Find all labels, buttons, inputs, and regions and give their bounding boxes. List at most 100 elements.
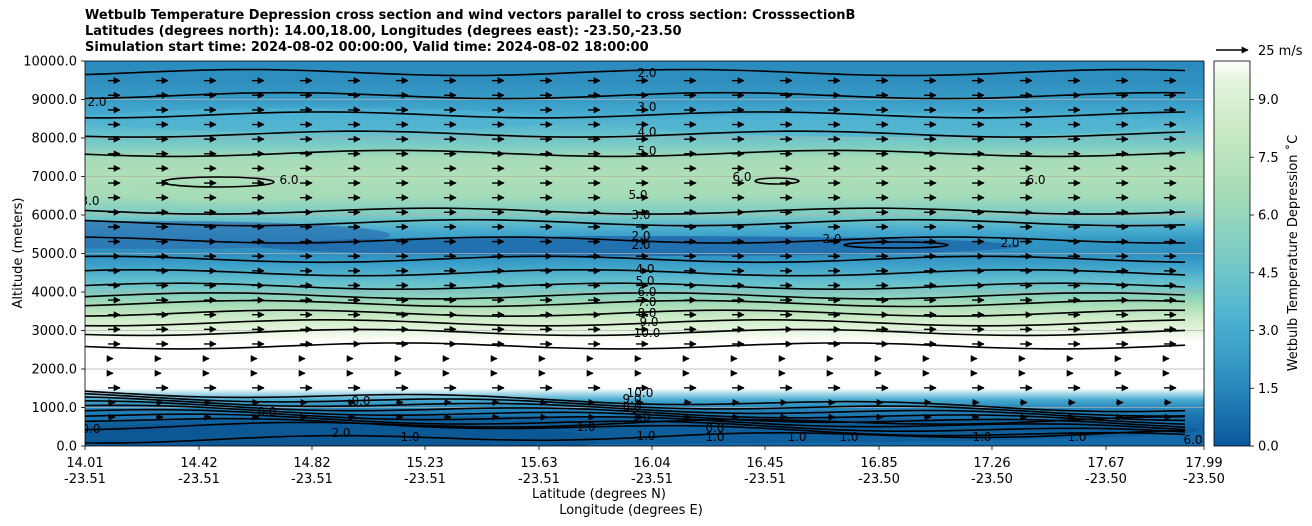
contour-line: [85, 396, 1186, 422]
contour-label: 1.0: [576, 420, 595, 434]
contour-label: 1.0: [636, 429, 655, 443]
contour-label: 2.0: [822, 232, 841, 246]
contour-label: 5.0: [637, 144, 656, 158]
contour-line: [85, 269, 1186, 277]
contour-line: [85, 91, 1186, 100]
contour-line: [85, 207, 1186, 215]
y-tick-label: 7000.0: [32, 170, 78, 185]
x-tick-label-lon: -23.51: [744, 472, 786, 487]
contour-line: [85, 309, 1186, 318]
y-tick-label: 1000.0: [32, 401, 78, 416]
contour-label: 1.0: [972, 430, 991, 444]
x-tick-label-lon: -23.51: [518, 472, 560, 487]
contour-line: [85, 429, 1186, 444]
contour-label: 6.0: [1026, 173, 1045, 187]
colorbar-tick-label: 9.0: [1258, 93, 1279, 108]
x-axis-label-lat: Latitude (degrees N): [532, 487, 666, 502]
colorbar-tick-label: 1.5: [1258, 382, 1279, 397]
chart-title-line-1: Wetbulb Temperature Depression cross sec…: [85, 8, 856, 23]
x-tick-label-lat: 15.63: [520, 456, 557, 471]
x-tick-label-lat: 15.23: [406, 456, 443, 471]
contour-label: 6.0: [279, 173, 298, 187]
y-tick-label: 3000.0: [32, 324, 78, 339]
contour-line: [85, 342, 1186, 350]
contour-line: [85, 130, 1186, 138]
contour-label: 3.0: [80, 194, 99, 208]
x-tick-label-lon: -23.50: [1183, 472, 1225, 487]
contour-label: 0.0: [705, 421, 724, 435]
colorbar-tick-label: 4.5: [1258, 266, 1279, 281]
y-tick-label: 2000.0: [32, 363, 78, 378]
contour-line: [85, 292, 1186, 300]
field-patch: [110, 182, 350, 202]
colorbar-label: Wetbulb Temperature Depression ˚C: [1285, 135, 1301, 372]
contour-line: [85, 236, 1186, 244]
contour-label: 1.0: [705, 430, 724, 444]
colorbar-tick-label: 6.0: [1258, 209, 1279, 224]
contour-label: 9.0: [622, 392, 641, 406]
y-tick-label: 0.0: [56, 440, 77, 455]
contour-line: [85, 111, 1186, 119]
contour-label: 1.0: [1067, 430, 1086, 444]
contour-label: 10.0: [627, 386, 654, 400]
contour-closed: [843, 241, 949, 249]
contour-label: 1.0: [787, 430, 806, 444]
contour-label: 2.0: [631, 238, 650, 252]
y-tick-label: 6000.0: [32, 209, 78, 224]
y-axis-label: Altitude (meters): [11, 198, 26, 309]
contour-label: 2.0: [631, 229, 650, 243]
chart-title-line-2: Latitudes (degrees north): 14.00,18.00, …: [85, 24, 682, 39]
contour-line: [85, 299, 1186, 308]
contour-label: 8.0: [637, 306, 656, 320]
contour-line: [85, 218, 1186, 227]
contour-line: [85, 149, 1186, 158]
y-tick-label: 9000.0: [32, 93, 78, 108]
contour-line: [85, 328, 1186, 337]
contour-label: 2.0: [87, 95, 106, 109]
contour-label: 1.0: [400, 430, 419, 444]
x-tick-label-lon: -23.51: [404, 472, 446, 487]
colorbar-tick-label: 7.5: [1258, 151, 1279, 166]
contour-label: 10.0: [634, 326, 661, 340]
x-axis: 14.01-23.5114.42-23.5114.82-23.5115.23-2…: [64, 446, 1225, 487]
contour-line: [85, 392, 1186, 417]
contour-line: [85, 282, 1186, 290]
contour-label: 2.0: [637, 66, 656, 80]
contour-label: 1.0: [631, 410, 650, 424]
x-tick-label-lon: -23.50: [858, 472, 900, 487]
y-tick-label: 10000.0: [23, 55, 77, 70]
contour-line: [85, 390, 1186, 413]
x-tick-label-lat: 14.42: [180, 456, 217, 471]
contour-line: [85, 400, 1186, 425]
chart-title-line-3: Simulation start time: 2024-08-02 00:00:…: [85, 40, 649, 55]
contour-label: 6.0: [1183, 433, 1202, 447]
contour-line: [85, 417, 1186, 437]
contour-line: [85, 255, 1186, 264]
contour-label: 3.0: [631, 208, 650, 222]
field-patch: [650, 178, 890, 194]
wind-vectors: [106, 77, 1177, 421]
contour-line: [85, 404, 1186, 428]
contour-label: 1.0: [839, 430, 858, 444]
contour-label: 4.0: [635, 262, 654, 276]
contour-label: 6.0: [637, 285, 656, 299]
colorbar-tick-label: 0.0: [1258, 440, 1279, 455]
contour-label: 7.0: [637, 295, 656, 309]
contour-line: [85, 408, 1186, 431]
contour-label: 5.0: [635, 274, 654, 288]
field-patch: [85, 108, 560, 132]
x-tick-label-lat: 16.04: [633, 456, 670, 471]
contour-closed: [754, 177, 800, 185]
contour-label: 0.0: [351, 394, 370, 408]
x-tick-label-lat: 16.85: [860, 456, 897, 471]
contour-line: [85, 415, 1186, 431]
contour-label: 9.0: [639, 315, 658, 329]
contour-line: [85, 68, 1186, 77]
contour-labels: 2.03.04.05.05.03.02.02.04.05.06.07.08.09…: [80, 66, 1203, 447]
colorbar: 0.0 1.5 3.0 4.5 6.0 7.5 9.0: [1213, 60, 1279, 455]
contour-lines: [85, 68, 1186, 444]
x-tick-label-lat: 14.01: [66, 456, 103, 471]
y-tick-label: 4000.0: [32, 286, 78, 301]
contour-label: 2.0: [1000, 236, 1019, 250]
